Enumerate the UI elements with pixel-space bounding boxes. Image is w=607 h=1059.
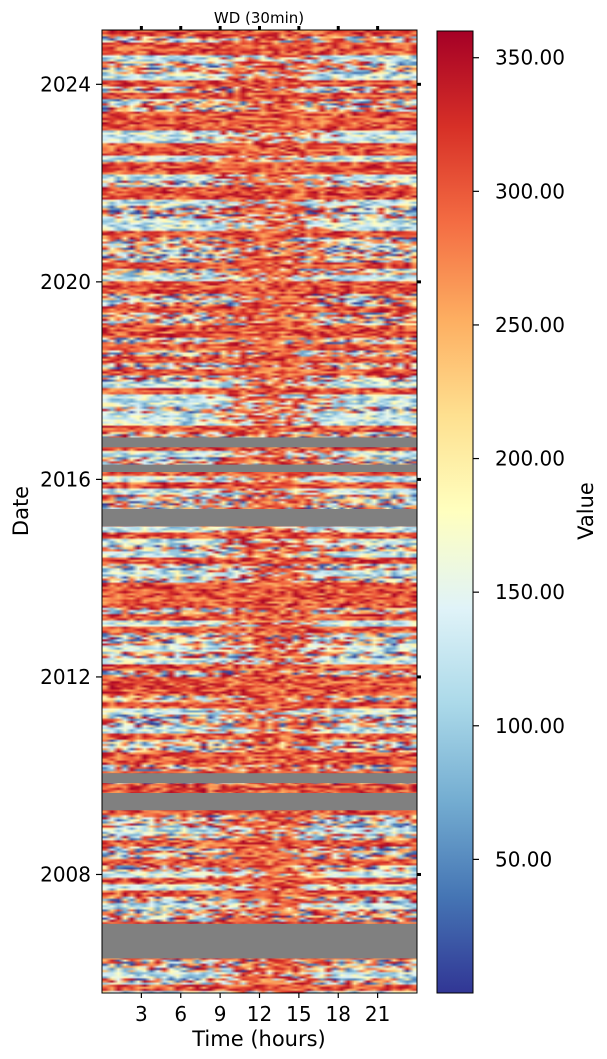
missing-band: [102, 464, 417, 472]
missing-band: [102, 773, 417, 784]
colorbar-tick-label: 250.00: [495, 313, 565, 337]
missing-band: [102, 792, 417, 811]
colorbar-ticks: 50.00 100.00 150.00 200.00 250.00 300.00 350.0…: [473, 46, 565, 871]
missing-band: [102, 437, 417, 448]
x-tick-label: 21: [365, 1002, 390, 1026]
x-tick-label: 9: [214, 1002, 227, 1026]
y-tick-label: 2008: [40, 862, 91, 886]
colorbar: [436, 30, 474, 994]
x-tick-label: 18: [326, 1002, 351, 1026]
x-tick-label: 15: [286, 1002, 311, 1026]
y-tick-label: 2020: [40, 270, 91, 294]
missing-data-bands: [102, 437, 417, 959]
colorbar-tick-label: 100.00: [495, 714, 565, 738]
colorbar-tick-label: 350.00: [495, 46, 565, 70]
colorbar-tick-label: 300.00: [495, 179, 565, 203]
missing-band: [102, 923, 417, 959]
x-axis-label: Time (hours): [191, 1027, 326, 1051]
y-axis: 2008 2012 2016 2020 2024: [40, 72, 421, 886]
colorbar-tick-label: 150.00: [495, 580, 565, 604]
colorbar-label: Value: [574, 482, 598, 540]
colorbar-tick-label: 50.00: [495, 847, 552, 871]
missing-band: [102, 509, 417, 527]
y-tick-label: 2024: [40, 72, 91, 96]
y-tick-label: 2016: [40, 467, 91, 491]
x-axis: 3 6 9 12 15 18 21: [135, 26, 390, 1026]
colorbar-tick-label: 200.00: [495, 447, 565, 471]
x-tick-label: 12: [247, 1002, 272, 1026]
y-tick-label: 2012: [40, 665, 91, 689]
x-tick-label: 6: [174, 1002, 187, 1026]
x-tick-label: 3: [135, 1002, 148, 1026]
chart-title: WD (30min): [214, 9, 304, 27]
y-axis-label: Date: [9, 486, 33, 536]
